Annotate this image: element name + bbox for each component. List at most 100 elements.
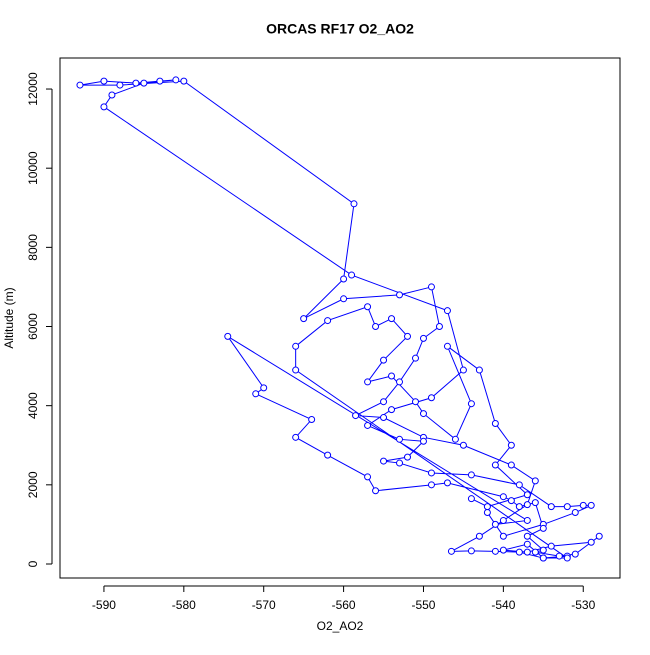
data-point <box>419 437 427 445</box>
data-point <box>563 503 571 511</box>
data-point <box>491 547 499 555</box>
data-point <box>467 495 475 503</box>
data-point <box>427 469 435 477</box>
x-tick-label: -580 <box>172 598 196 612</box>
data-point <box>515 481 523 489</box>
y-tick-label: 6000 <box>26 313 40 340</box>
data-point <box>388 372 396 380</box>
data-point <box>475 366 483 374</box>
data-point <box>467 471 475 479</box>
data-point <box>292 342 300 350</box>
data-point <box>100 77 108 85</box>
data-point <box>396 459 404 467</box>
y-tick-label: 12000 <box>26 72 40 106</box>
data-point <box>523 532 531 540</box>
data-point <box>491 461 499 469</box>
x-tick-label: -570 <box>252 598 276 612</box>
data-point <box>340 295 348 303</box>
data-point <box>404 332 412 340</box>
data-point <box>324 451 332 459</box>
x-tick-label: -540 <box>491 598 515 612</box>
data-point <box>467 400 475 408</box>
data-point <box>499 532 507 540</box>
data-point <box>555 552 563 560</box>
data-point <box>499 516 507 524</box>
data-point <box>116 81 124 89</box>
data-point <box>292 366 300 374</box>
x-axis-label: O2_AO2 <box>317 619 364 633</box>
data-point <box>595 532 603 540</box>
data-point <box>539 554 547 562</box>
y-tick-label: 8000 <box>26 234 40 261</box>
data-point <box>443 479 451 487</box>
data-point <box>380 356 388 364</box>
data-point <box>571 550 579 558</box>
data-point <box>100 103 108 111</box>
data-point <box>587 501 595 509</box>
data-point <box>563 554 571 562</box>
data-point <box>459 366 467 374</box>
data-point <box>427 481 435 489</box>
x-tick-label: -560 <box>332 598 356 612</box>
data-point <box>350 200 358 208</box>
data-point <box>499 493 507 501</box>
data-point <box>260 384 268 392</box>
data-point <box>499 546 507 554</box>
data-point <box>443 342 451 350</box>
data-point <box>523 491 531 499</box>
y-tick-label: 2000 <box>26 471 40 498</box>
data-point <box>348 271 356 279</box>
data-point <box>547 542 555 550</box>
data-point <box>523 548 531 556</box>
x-tick-label: -530 <box>571 598 595 612</box>
data-point <box>300 315 308 323</box>
data-point <box>427 283 435 291</box>
data-point <box>451 435 459 443</box>
data-point <box>156 77 164 85</box>
y-axis-label: Altitude (m) <box>2 287 16 348</box>
data-point <box>411 354 419 362</box>
data-point <box>515 548 523 556</box>
data-point <box>523 540 531 548</box>
y-tick-label: 10000 <box>26 151 40 185</box>
data-point <box>380 414 388 422</box>
data-point <box>475 532 483 540</box>
data-point <box>224 332 232 340</box>
data-point <box>491 520 499 528</box>
data-point <box>324 317 332 325</box>
data-point <box>531 499 539 507</box>
data-point <box>252 390 260 398</box>
data-point <box>364 421 372 429</box>
data-point <box>396 378 404 386</box>
data-point <box>523 516 531 524</box>
data-point <box>180 77 188 85</box>
data-point <box>571 509 579 517</box>
chart-title: ORCAS RF17 O2_AO2 <box>266 21 414 37</box>
data-point <box>507 497 515 505</box>
data-point <box>364 303 372 311</box>
data-point <box>531 477 539 485</box>
data-point <box>579 501 587 509</box>
data-point <box>396 435 404 443</box>
data-point <box>292 433 300 441</box>
data-point <box>396 291 404 299</box>
data-point <box>531 548 539 556</box>
x-tick-label: -550 <box>411 598 435 612</box>
data-point <box>515 503 523 511</box>
data-point <box>108 91 116 99</box>
x-tick-label: -590 <box>92 598 116 612</box>
data-point <box>340 275 348 283</box>
data-point <box>507 461 515 469</box>
data-point <box>459 441 467 449</box>
data-point <box>132 79 140 87</box>
data-point <box>172 76 180 84</box>
data-point <box>467 547 475 555</box>
data-point <box>372 487 380 495</box>
data-point <box>587 538 595 546</box>
data-point <box>388 406 396 414</box>
data-point <box>547 503 555 511</box>
data-point <box>388 315 396 323</box>
data-point <box>364 378 372 386</box>
data-point <box>76 81 84 89</box>
